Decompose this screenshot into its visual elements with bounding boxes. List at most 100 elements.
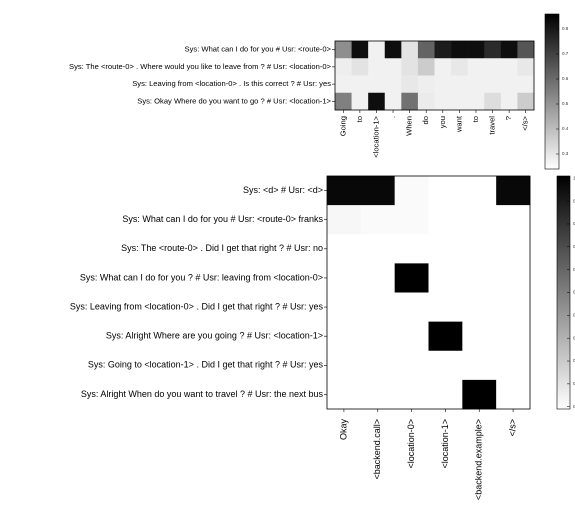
heatmap-cell (500, 92, 518, 111)
row-label: Sys: The <route-0> . Did I get that righ… (121, 243, 323, 253)
heatmap-cell (496, 350, 531, 381)
colorbar-tick-label: 0.3 (562, 151, 569, 156)
column-label: travel (488, 116, 497, 135)
heatmap-cell (467, 92, 485, 111)
heatmap-cell (360, 234, 395, 264)
heatmap-cell (428, 350, 463, 381)
column-label: to (355, 116, 364, 122)
heatmap-cell (462, 176, 497, 206)
colorbar-tick-label: 0 (573, 358, 575, 363)
heatmap-cell (335, 75, 352, 94)
row-label: Sys: The <route-0> . Where would you lik… (69, 62, 332, 71)
colorbar-tick-label: 0 (573, 221, 575, 226)
heatmap-cell (394, 292, 429, 322)
heatmap-cell (462, 263, 497, 293)
column-label: <location-0> (406, 419, 416, 469)
heatmap-cell (360, 205, 395, 235)
row-label: Sys: Going to <location-1> . Did I get t… (88, 360, 324, 370)
heatmap-cell (428, 292, 463, 322)
column-label: <location-1> (440, 419, 450, 469)
heatmap-cell (351, 41, 369, 59)
colorbar-tick-label: 0 (573, 313, 575, 318)
heatmap-cell (496, 205, 531, 235)
heatmap-cell (327, 176, 362, 206)
heatmap-cell (401, 58, 419, 76)
heatmap-cell (401, 92, 419, 111)
heatmap-cell (368, 41, 386, 59)
heatmap-cell (434, 75, 452, 94)
heatmap-cell (496, 234, 531, 264)
heatmap-cell (462, 234, 497, 264)
heatmap-cell (517, 58, 535, 76)
heatmap-cell (368, 92, 386, 111)
heatmap-cell (394, 321, 429, 352)
heatmap-cell (484, 41, 502, 59)
row-label: Sys: Alright When do you want to travel … (81, 389, 324, 399)
heatmap-cell (360, 292, 395, 322)
row-label: Sys: Alright Where are you going ? # Usr… (106, 331, 323, 341)
colorbar-tick-label: 0 (573, 198, 575, 203)
heatmap-cell (496, 263, 531, 293)
heatmap-cell (500, 75, 518, 94)
heatmap-cell (496, 321, 531, 352)
colorbar-tick-label: 0.5 (562, 101, 569, 106)
heatmap-cell (368, 58, 386, 76)
plot-frame (334, 40, 535, 111)
column-label: <backend.example> (474, 419, 484, 500)
bottom-attention-heatmap: Sys: <d> # Usr: <d> Sys: What can I do fo… (70, 175, 575, 500)
colorbar-tick-label: 0 (573, 290, 575, 295)
heatmap-cell (327, 321, 362, 352)
heatmap-cell (368, 75, 386, 94)
heatmap-cell (451, 92, 468, 111)
heatmap-cell (351, 58, 369, 76)
column-label: Going (338, 116, 347, 136)
heatmap-cell (394, 234, 429, 264)
heatmap-cell (451, 75, 468, 94)
heatmap-cell (484, 58, 502, 76)
colorbar-tick-label: 0 (573, 244, 575, 249)
column-label: <location-1> (371, 115, 380, 157)
heatmap-cell (428, 379, 463, 410)
row-label: Sys: What can I do for you ? # Usr: leav… (80, 272, 323, 282)
column-label: you (438, 116, 447, 128)
heatmap-cell (451, 41, 468, 59)
heatmap-cell (384, 58, 402, 76)
heatmap-cell (500, 41, 518, 59)
heatmap-cell (384, 41, 402, 59)
heatmap-cell (417, 75, 435, 94)
column-label: </s> (521, 115, 530, 130)
heatmap-cell (484, 75, 502, 94)
heatmap-cell (451, 58, 468, 76)
heatmap-cell (417, 92, 435, 111)
heatmap-cell (335, 92, 352, 111)
heatmap-cell (360, 321, 395, 352)
heatmap-cell (327, 292, 362, 322)
heatmap-cell (394, 205, 429, 235)
heatmap-cell (394, 379, 429, 410)
heatmap-cell (428, 321, 463, 352)
heatmap-cell (394, 263, 429, 293)
column-label: do (421, 116, 430, 124)
plot-frame (326, 175, 531, 410)
heatmap-cell (394, 350, 429, 381)
heatmap-cell (467, 58, 485, 76)
row-label: Sys: <d> # Usr: <d> (243, 185, 323, 195)
heatmap-cell (496, 292, 531, 322)
column-label: </s> (507, 419, 517, 437)
colorbar-tick-label: 1 (573, 175, 575, 180)
colorbar-tick-label: 0.6 (562, 76, 569, 81)
row-label: Sys: Leaving from <location-0> . Did I g… (70, 301, 324, 311)
heatmap-cell (500, 58, 518, 76)
colorbar-tick-label: 0.8 (562, 26, 569, 31)
heatmap-cell (417, 41, 435, 59)
heatmap-cell (467, 41, 485, 59)
column-label: to (471, 116, 480, 122)
heatmap-cell (428, 176, 463, 206)
colorbar-tick-label: 0.7 (562, 51, 569, 56)
heatmap-cell (496, 176, 531, 206)
heatmap-cell (428, 263, 463, 293)
heatmap-cell (496, 379, 531, 410)
heatmap-cell (384, 75, 402, 94)
heatmap-cell (384, 92, 402, 111)
